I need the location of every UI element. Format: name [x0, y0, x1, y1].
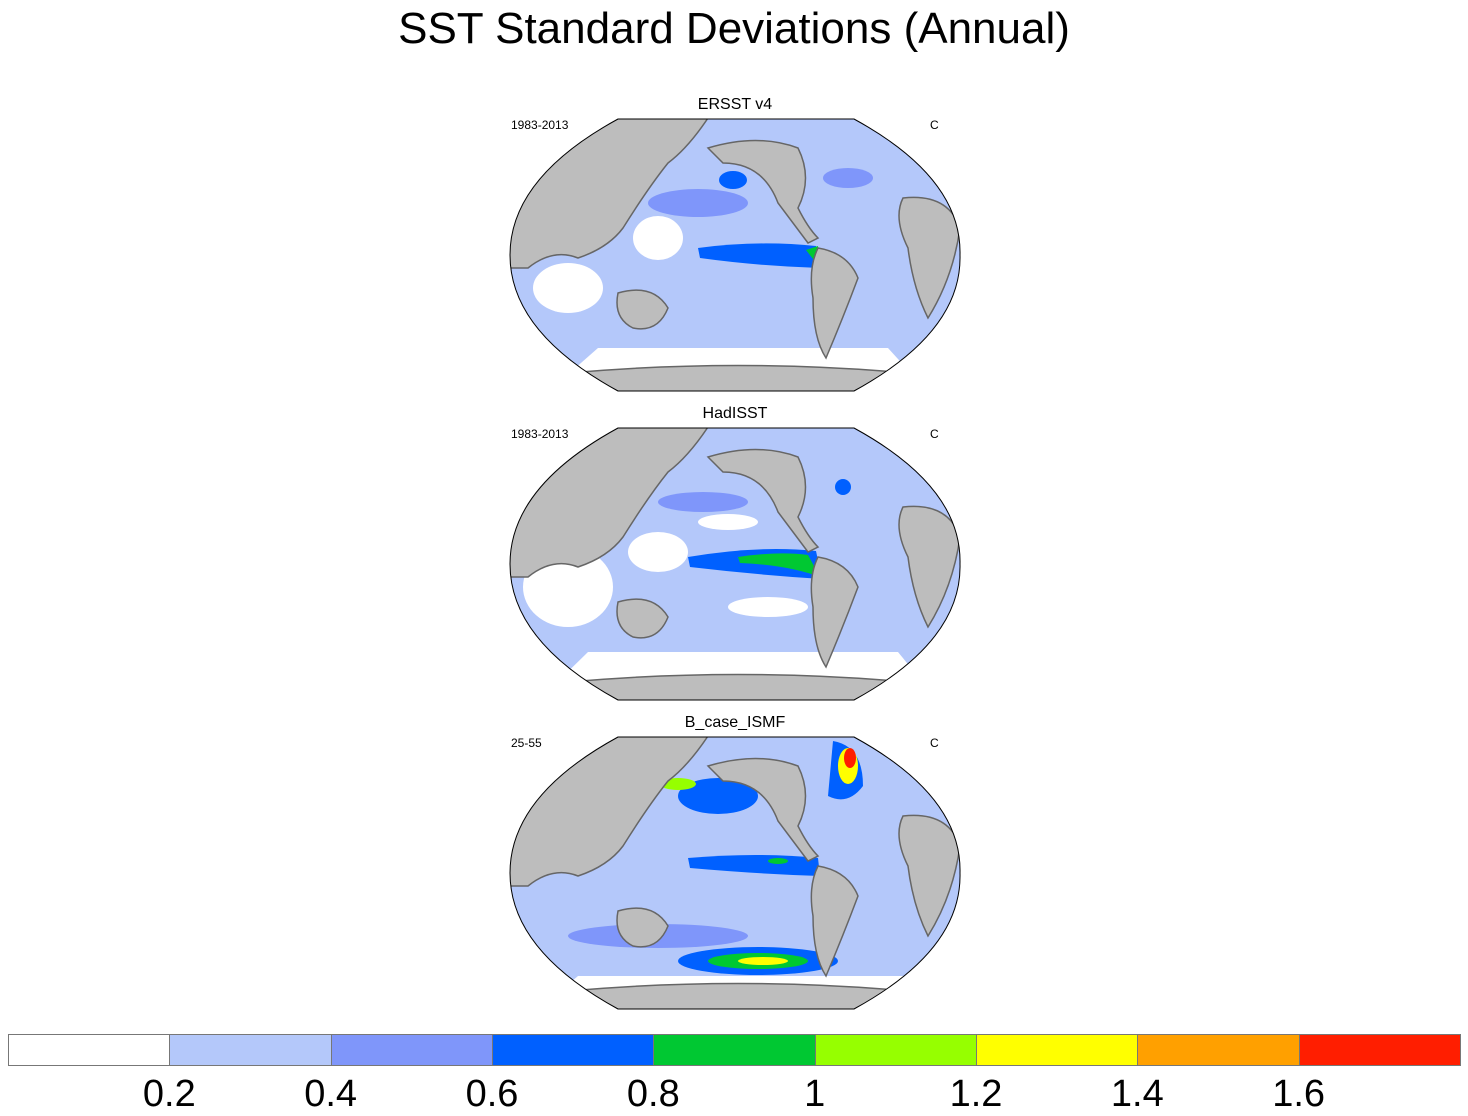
panel-period-label: 1983-2013 — [511, 427, 569, 441]
north-pacific-high — [678, 778, 758, 814]
sst-std-map-hadisst — [509, 427, 961, 701]
north-pacific-moderate — [648, 189, 748, 217]
map-outline — [509, 736, 961, 1010]
south-america-land — [810, 247, 859, 360]
panel-title: B_case_ISMF — [684, 714, 786, 731]
map-panel-b-case-ismf: B_case_ISMF 25-55 C — [500, 714, 970, 1014]
north-pacific-high — [719, 171, 747, 189]
gulf-stream-high — [835, 479, 851, 495]
colorbar-tick-label: 1.4 — [1110, 1073, 1164, 1115]
antarctica-land — [546, 364, 930, 391]
panel-title: ERSST v4 — [697, 96, 773, 113]
colorbar-tick-label: 0.8 — [626, 1073, 680, 1115]
sst-std-map-b-case-ismf — [509, 736, 961, 1010]
south-america-land — [810, 865, 859, 978]
colorbar-tick-label: 1.2 — [949, 1073, 1003, 1115]
southern-ocean-peak — [738, 957, 788, 965]
north-america-land — [706, 139, 820, 244]
africa-land — [898, 505, 961, 629]
colorbar-box — [976, 1034, 1139, 1066]
labrador-sea-peak — [844, 748, 856, 768]
antarctica-land — [546, 982, 930, 1009]
map-panel-ersst: ERSST v4 1983-2013 C — [500, 96, 970, 396]
enso-peak — [768, 858, 788, 864]
colorbar-tick-label: 1.6 — [1272, 1073, 1326, 1115]
colorbar-tick-label: 0.2 — [142, 1073, 196, 1115]
australia-land — [616, 907, 669, 948]
colorbar-tick-label: 0.6 — [465, 1073, 519, 1115]
south-pacific-low-variability — [728, 597, 808, 617]
map-outline — [509, 118, 961, 392]
colorbar-tick-label: 0.4 — [304, 1073, 358, 1115]
panel-units-label: C — [930, 427, 939, 441]
map-outline — [509, 427, 961, 701]
south-america-land — [810, 556, 859, 669]
panel-period-label: 25-55 — [511, 736, 542, 750]
enso-peak — [738, 553, 820, 577]
west-pacific-low-variability — [633, 216, 683, 260]
australia-land — [616, 289, 669, 330]
north-atlantic-moderate — [823, 168, 873, 188]
colorbar-box — [330, 1034, 493, 1066]
panel-units-label: C — [930, 118, 939, 132]
enso-tongue — [698, 243, 820, 268]
antarctica-land — [546, 673, 930, 700]
australia-land — [616, 598, 669, 639]
north-pacific-moderate — [658, 492, 748, 512]
north-pacific-low-variability — [698, 514, 758, 530]
panel-units-label: C — [930, 736, 939, 750]
west-pacific-low-variability — [628, 532, 688, 572]
africa-land — [898, 196, 961, 320]
panel-period-label: 1983-2013 — [511, 118, 569, 132]
colorbar-box — [814, 1034, 977, 1066]
colorbar — [8, 1034, 1461, 1068]
colorbar-box — [169, 1034, 332, 1066]
panel-title: HadISST — [702, 405, 768, 422]
north-america-land — [706, 448, 820, 553]
colorbar-box — [653, 1034, 816, 1066]
africa-land — [898, 814, 961, 938]
colorbar-box — [8, 1034, 171, 1066]
figure-title: SST Standard Deviations (Annual) — [398, 4, 1070, 53]
indian-ocean-low-variability — [533, 263, 603, 313]
colorbar-box — [492, 1034, 655, 1066]
north-america-land — [706, 757, 820, 862]
colorbar-box — [1137, 1034, 1300, 1066]
map-panel-hadisst: HadISST 1983-2013 C — [500, 405, 970, 705]
colorbar-tick-label: 1 — [804, 1073, 826, 1115]
colorbar-box — [1298, 1034, 1461, 1066]
sst-std-map-ersst — [509, 118, 961, 392]
